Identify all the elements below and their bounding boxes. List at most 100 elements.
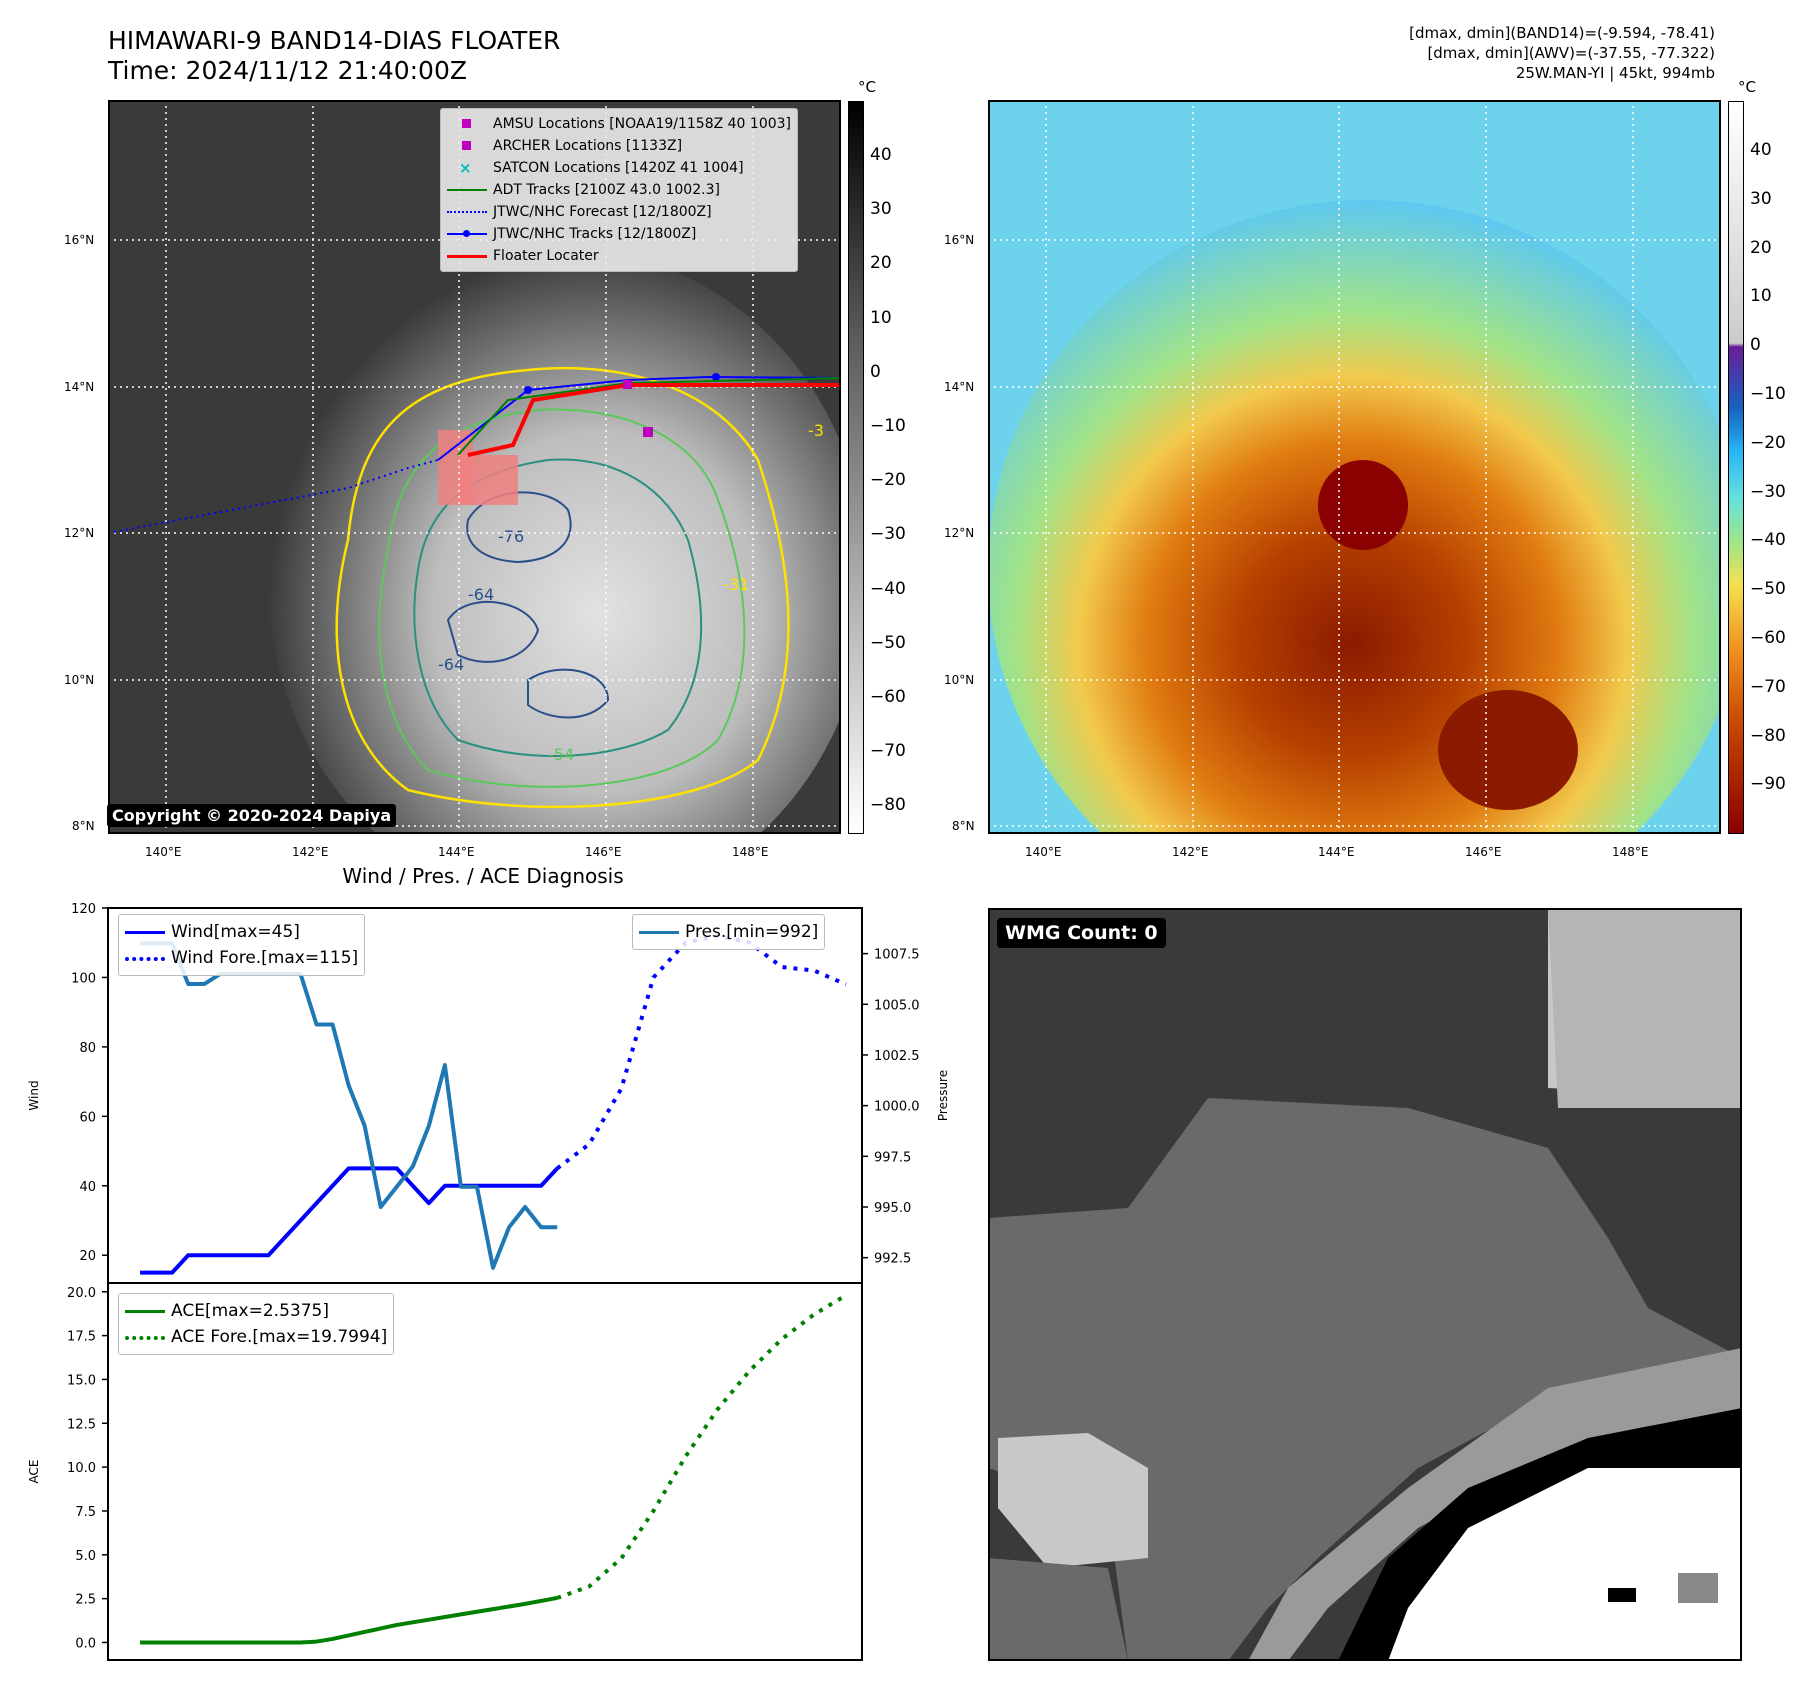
- legend-label: Wind[max=45]: [171, 922, 300, 942]
- legend-item: Wind Fore.[max=115]: [125, 945, 358, 971]
- colorbar-tick: −80: [870, 795, 906, 816]
- y2-axis-label: Pressure: [936, 1070, 950, 1121]
- lat-label: 10°N: [64, 673, 95, 687]
- grayscale-colorbar: [848, 101, 864, 834]
- legend-label: Pres.[min=992]: [685, 922, 819, 942]
- colorbar-tick: −90: [1750, 774, 1786, 795]
- y-tick-label: 20: [79, 1249, 96, 1264]
- contour-label: -3: [808, 421, 824, 440]
- colorbar-tick: 20: [870, 253, 892, 274]
- colorbar-tick: 0: [1750, 335, 1761, 356]
- y-tick-label: 15.0: [67, 1373, 96, 1388]
- colorbar-tick: −60: [870, 687, 906, 707]
- wmg-map: [988, 908, 1742, 1661]
- colorbar-tick: 10: [870, 307, 892, 328]
- legend-item: ACE Fore.[max=19.7994]: [125, 1324, 387, 1350]
- storm-info: 25W.MAN-YI | 45kt, 994mb: [1515, 64, 1715, 82]
- legend-item: ARCHER Locations [1133Z]: [447, 135, 791, 157]
- square-marker-icon: [447, 117, 487, 131]
- y2-tick-label: 997.5: [874, 1150, 911, 1165]
- y-tick-label: 100: [71, 971, 96, 986]
- colorbar-unit: °C: [1738, 78, 1756, 96]
- legend-label: SATCON Locations [1420Z 41 1004]: [493, 160, 744, 176]
- y2-tick-label: 1000.0: [874, 1100, 920, 1115]
- legend-label: ADT Tracks [2100Z 43.0 1002.3]: [493, 182, 720, 198]
- colorbar-tick: −20: [870, 470, 906, 491]
- y-tick-label: 20.0: [67, 1286, 96, 1301]
- y-tick-label: 40: [79, 1180, 96, 1195]
- colorbar-tick: 40: [870, 145, 892, 165]
- legend-item: JTWC/NHC Forecast [12/1800Z]: [447, 201, 791, 223]
- colorbar-tick: 20: [1750, 237, 1772, 258]
- diagnosis-title: Wind / Pres. / ACE Diagnosis: [342, 864, 624, 888]
- y-tick-label: 80: [79, 1041, 96, 1056]
- y-tick-label: 120: [71, 902, 96, 917]
- dotted-line-icon: [447, 205, 487, 219]
- y-tick-label: 60: [79, 1110, 96, 1125]
- colorbar-tick: 0: [870, 361, 881, 382]
- legend-item: Pres.[min=992]: [639, 919, 818, 945]
- legend-item: ADT Tracks [2100Z 43.0 1002.3]: [447, 179, 791, 201]
- chart-time: Time: 2024/11/12 21:40:00Z: [108, 56, 467, 85]
- legend-label: ARCHER Locations [1133Z]: [493, 138, 683, 154]
- colorbar-tick: −70: [870, 741, 906, 762]
- lon-label: 142°E: [1172, 845, 1209, 859]
- solid-line-icon: [125, 925, 165, 939]
- lat-label: 14°N: [64, 380, 95, 394]
- line-dot-icon: [447, 227, 487, 241]
- legend-item: ACE[max=2.5375]: [125, 1298, 387, 1324]
- legend-item: JTWC/NHC Tracks [12/1800Z]: [447, 223, 791, 245]
- lat-label: 12°N: [64, 526, 95, 540]
- dotted-line-icon: [125, 1330, 165, 1344]
- ir-color-map: [988, 100, 1721, 834]
- y-tick-label: 7.5: [75, 1505, 96, 1520]
- solid-line-icon: [447, 183, 487, 197]
- lat-label: 8°N: [952, 819, 975, 833]
- series-line: [140, 941, 558, 1270]
- color-map-frame: [988, 100, 1721, 834]
- wind-pressure-chart: 120 100 80 60 40 20 1007.5 1005.0 1002.5 1000.0 99…: [27, 902, 950, 1284]
- square-marker-icon: [447, 139, 487, 153]
- lat-label: 10°N: [944, 673, 975, 687]
- pressure-legend: Pres.[min=992]: [632, 914, 826, 950]
- colorbar-tick: 10: [1750, 286, 1772, 307]
- awv-range: [dmax, dmin](AWV)=(-37.55, -77.322): [1427, 44, 1715, 62]
- lon-label: 142°E: [292, 845, 329, 859]
- colorbar-unit: °C: [858, 78, 876, 96]
- lat-label: 16°N: [64, 233, 95, 247]
- lon-label: 148°E: [732, 845, 769, 859]
- ace-chart: 20.0 17.5 15.0 12.5 10.0 7.5 5.0 2.5 0.0 ACE: [27, 1282, 863, 1661]
- lat-label: 16°N: [944, 233, 975, 247]
- dotted-line-icon: [125, 951, 165, 965]
- solid-line-icon: [125, 1304, 165, 1318]
- plot-frame: [107, 1282, 863, 1661]
- y-tick-label: 10.0: [67, 1461, 96, 1476]
- colorbar-tick: −20: [1750, 432, 1786, 453]
- lon-label: 146°E: [585, 845, 622, 859]
- colorbar-tick: −40: [1750, 530, 1786, 551]
- y-tick-label: 17.5: [67, 1330, 96, 1345]
- contour-label: -54: [548, 745, 574, 764]
- y-tick-label: 2.5: [75, 1593, 96, 1608]
- wind-legend: Wind[max=45] Wind Fore.[max=115]: [118, 914, 366, 976]
- series-line: [140, 1166, 559, 1275]
- ace-legend: ACE[max=2.5375] ACE Fore.[max=19.7994]: [118, 1293, 395, 1355]
- colorbar-tick: −50: [1750, 579, 1786, 600]
- band14-range: [dmax, dmin](BAND14)=(-9.594, -78.41): [1409, 24, 1715, 42]
- x-marker-icon: ×: [459, 159, 472, 177]
- colorbar-tick: −70: [1750, 676, 1786, 697]
- legend-item: Wind[max=45]: [125, 919, 358, 945]
- color-colorbar: [1728, 101, 1744, 834]
- colorbar-tick: −50: [870, 632, 906, 653]
- legend-label: JTWC/NHC Forecast [12/1800Z]: [493, 204, 712, 220]
- lon-label: 140°E: [1025, 845, 1062, 859]
- chart-title: HIMAWARI-9 BAND14-DIAS FLOATER: [108, 26, 561, 55]
- series-line: [140, 1595, 558, 1645]
- colorbar-tick: 30: [870, 199, 892, 220]
- copyright-badge: Copyright © 2020-2024 Dapiya: [107, 804, 397, 827]
- legend-label: ACE Fore.[max=19.7994]: [171, 1327, 388, 1347]
- lon-label: 146°E: [1465, 845, 1502, 859]
- legend-item: Floater Locater: [447, 245, 791, 267]
- y2-tick-label: 1002.5: [874, 1049, 920, 1064]
- colorbar-tick: −40: [870, 578, 906, 599]
